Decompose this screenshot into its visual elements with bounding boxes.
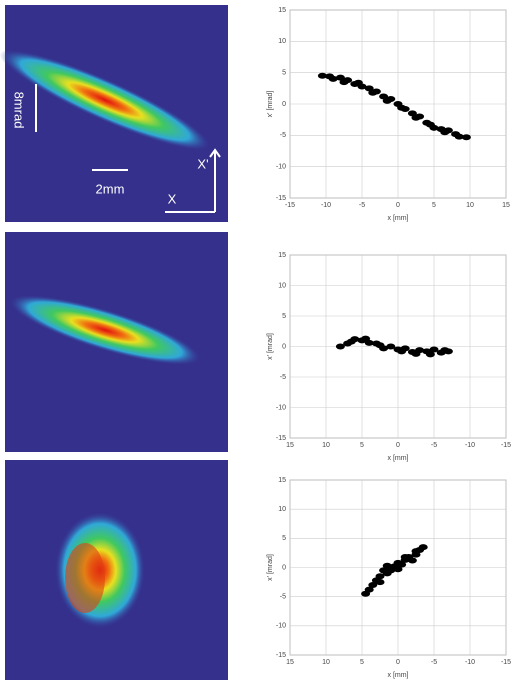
x-tick-label: -10 [465,659,475,666]
data-point [357,83,367,90]
y-tick-label: -5 [280,132,286,139]
x-tick-label: 5 [360,659,364,666]
x-tick-label: -5 [431,659,437,666]
data-point [382,562,392,569]
x-tick-label: 10 [322,659,330,666]
x-axis-label: x [mm] [388,455,409,462]
axis-arrows [165,148,221,213]
data-point [364,586,374,593]
x-tick-label: -5 [431,442,437,449]
y-tick-label: -15 [276,195,286,202]
x-tick-label: 15 [286,659,294,666]
x-tick-label: -15 [285,202,295,209]
x-axis-label: x [mm] [388,215,409,222]
y-tick-label: 15 [278,477,286,484]
y-tick-label: -10 [276,164,286,171]
x-tick-label: -10 [465,442,475,449]
y-tick-label: 10 [278,506,286,513]
y-axis-label: x' [mrad] [267,333,274,360]
x-tick-label: 0 [396,202,400,209]
y-tick-label: -15 [276,435,286,442]
x-axis-label: x [mm] [388,672,409,679]
data-point [415,113,425,120]
data-point [328,75,338,82]
x-tick-label: 15 [286,442,294,449]
x-tick-label: 5 [432,202,436,209]
y-tick-label: 5 [282,313,286,320]
x-tick-label: 5 [360,442,364,449]
data-point [335,343,345,350]
data-point [379,345,389,352]
beam-profile [9,295,201,365]
beam-profile [0,49,211,151]
x-tick-label: -15 [501,659,511,666]
data-point [368,582,378,588]
x-prime-label: X' [197,156,208,171]
data-point [386,343,396,350]
x-tick-label: -10 [321,202,331,209]
y-tick-label: 5 [282,70,286,77]
data-point [335,74,345,81]
data-point [371,88,381,95]
y-tick-label: 0 [282,101,286,108]
y-tick-label: 10 [278,282,286,289]
data-point [393,566,403,573]
x-label: X [168,191,177,206]
data-point [407,557,417,564]
data-point [386,95,396,102]
x-tick-label: -15 [501,442,511,449]
x-tick-label: 10 [466,202,474,209]
data-point [429,346,439,353]
data-point [415,347,425,354]
data-point [429,124,439,131]
data-point [350,336,360,343]
data-point [400,106,410,113]
y-tick-label: 0 [282,343,286,350]
data-point [425,351,435,358]
data-point [400,554,410,560]
y-tick-label: -10 [276,404,286,411]
length-scale: 2mm [96,181,125,196]
y-axis-label: x' [mrad] [267,554,274,581]
y-tick-label: 0 [282,564,286,571]
x-tick-label: 0 [396,442,400,449]
data-point [443,127,453,134]
y-tick-label: -5 [280,374,286,381]
data-point [393,559,403,566]
data-point [364,339,374,346]
y-tick-label: -5 [280,594,286,601]
y-tick-label: 15 [278,7,286,14]
y-axis-label: x' [mrad] [267,91,274,118]
data-point [400,345,410,352]
data-point [461,134,471,141]
angle-scale: 8mrad [12,92,27,129]
data-point [411,548,421,555]
x-tick-label: 15 [502,202,510,209]
data-point [418,544,428,551]
x-tick-label: -5 [359,202,365,209]
y-tick-label: -15 [276,652,286,659]
y-tick-label: 15 [278,252,286,259]
data-point [379,93,389,100]
y-tick-label: 5 [282,535,286,542]
data-point [343,77,353,84]
x-tick-label: 10 [322,442,330,449]
data-point [375,573,385,580]
y-tick-label: 10 [278,38,286,45]
data-point [364,85,374,92]
data-point [443,348,453,355]
data-point [454,133,464,140]
data-point [407,110,417,117]
data-point [375,579,385,586]
x-tick-label: 0 [396,659,400,666]
beam-core [65,543,105,613]
y-tick-label: -10 [276,623,286,630]
data-point [317,72,327,79]
